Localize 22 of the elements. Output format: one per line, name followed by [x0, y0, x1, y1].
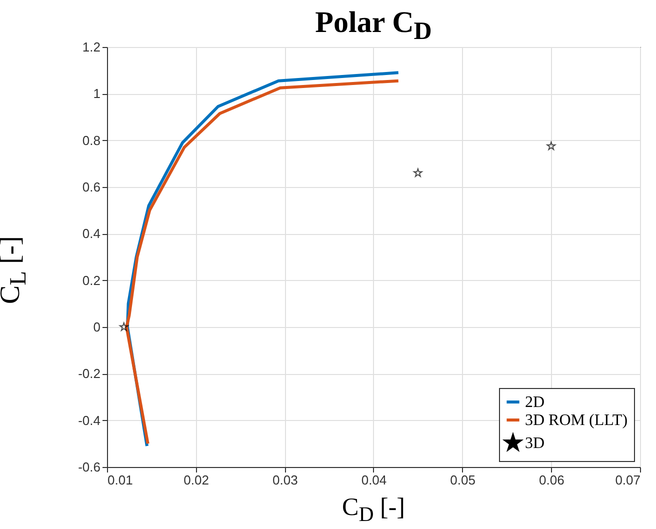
legend-label: 3D [525, 435, 545, 452]
x-tick-label: 0.06 [539, 472, 564, 488]
legend-label: 2D [525, 394, 545, 411]
y-tick-label: 0.6 [82, 180, 100, 194]
y-tick-label: 0.4 [82, 226, 100, 242]
y-tick-label: 0.2 [82, 272, 100, 288]
x-tick-label: 0.07 [615, 472, 640, 488]
y-tick-label: -0.6 [78, 460, 100, 474]
x-tick-label: 0.02 [184, 472, 209, 488]
x-tick-label: 0.01 [108, 472, 133, 488]
y-tick-label: 0 [93, 320, 100, 334]
y-tick-label: 0.8 [82, 132, 100, 148]
chart-title: Polar C$_{D}$ [314, 6, 433, 46]
y-tick-label: 1.2 [82, 40, 100, 54]
x-tick-label: 0.04 [361, 472, 387, 488]
x-tick-label: 0.05 [450, 472, 476, 488]
x-tick-label: 0.03 [272, 472, 298, 488]
legend-label: 3D ROM (LLT) [525, 412, 628, 429]
y-tick-label: -0.2 [78, 366, 100, 382]
y-tick-label: 1 [93, 86, 100, 102]
y-tick-label: -0.4 [78, 412, 100, 428]
x-axis-title: C$_{D}$ [-] [341, 494, 406, 526]
